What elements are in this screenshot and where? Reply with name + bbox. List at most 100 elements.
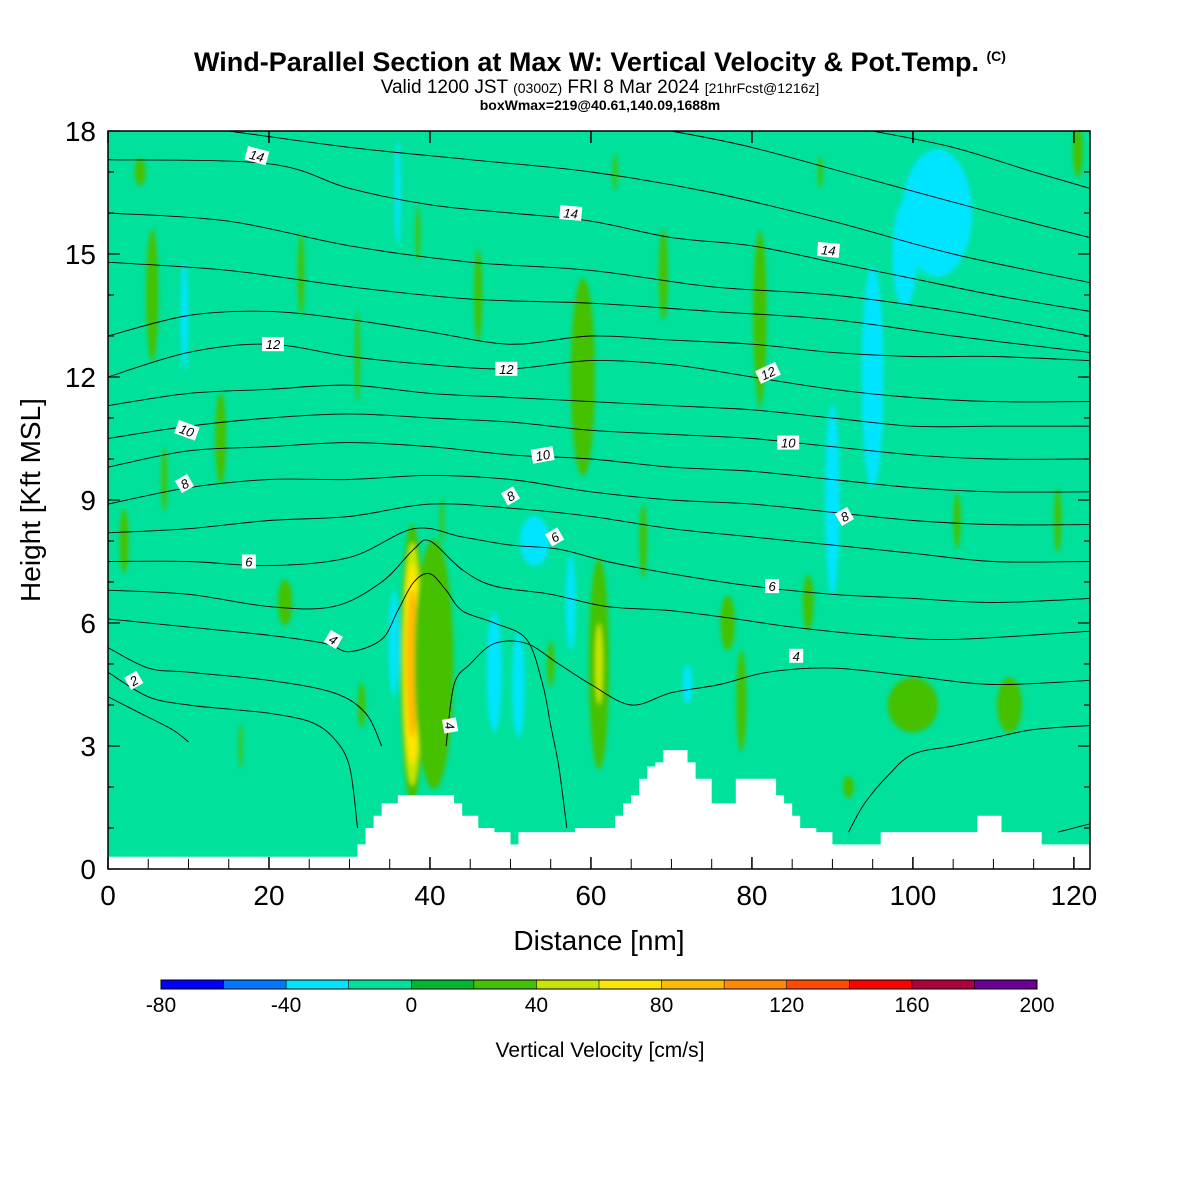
w-band <box>357 682 366 728</box>
colorbar-swatch <box>286 980 350 989</box>
contour-label: 10 <box>530 446 555 464</box>
w-feature <box>146 228 159 362</box>
w-band <box>146 228 159 362</box>
x-tick-label: 100 <box>890 880 937 911</box>
w-band <box>119 508 129 574</box>
w-band <box>161 447 168 512</box>
w-band <box>595 623 603 705</box>
contour-label-text: 6 <box>768 579 776 594</box>
theta-contour <box>108 442 1090 493</box>
w-feature <box>355 310 360 403</box>
theta-contour <box>108 647 383 747</box>
w-band <box>818 155 823 189</box>
w-band <box>297 233 305 316</box>
w-band <box>180 260 189 371</box>
contour-label-box <box>500 486 521 506</box>
w-band <box>887 677 939 733</box>
colorbar-swatch <box>786 980 850 989</box>
w-band <box>902 149 973 277</box>
w-feature <box>486 612 502 733</box>
contour-label: 8 <box>174 474 195 494</box>
contour-label-text: 6 <box>245 555 253 570</box>
contour-label-text: 14 <box>820 242 836 258</box>
contour-label-box <box>755 361 781 384</box>
contour-label-text: 10 <box>534 447 552 464</box>
contour-label-box <box>495 361 518 376</box>
colorbar-tick-label: -40 <box>271 994 301 1017</box>
x-axis: 0 20 40 60 80 100 120 <box>100 131 1097 911</box>
colorbar-tick-label: -80 <box>146 994 176 1017</box>
colorbar-tick-label: 200 <box>1019 994 1054 1017</box>
w-band <box>239 723 243 769</box>
colorbar-label: Vertical Velocity [cm/s] <box>496 1039 705 1062</box>
y-tick-label: 0 <box>80 854 96 885</box>
w-band <box>566 554 576 651</box>
theta-contour <box>108 413 1090 460</box>
terrain <box>108 750 1090 869</box>
theta-contour <box>108 159 1090 312</box>
w-feature <box>887 677 939 733</box>
contour-label-box <box>174 474 195 494</box>
contour-label-text: 4 <box>442 721 458 731</box>
w-feature <box>547 641 555 687</box>
contour-label-box <box>777 435 800 450</box>
colorbar-swatch <box>161 980 225 989</box>
w-feature <box>474 249 483 341</box>
contour-label-box <box>765 579 780 594</box>
y-tick-label: 3 <box>80 731 96 762</box>
theta-contour <box>445 640 1090 747</box>
colorbar-swatch <box>223 980 287 989</box>
theta-contour <box>848 725 1090 833</box>
w-feature <box>576 301 590 412</box>
w-band <box>720 595 735 651</box>
contour-label: 14 <box>559 205 583 222</box>
w-feature <box>277 579 293 626</box>
contour-label-box <box>441 717 459 734</box>
w-feature <box>892 201 918 307</box>
w-band <box>682 664 693 705</box>
copyright-mark: (C) <box>986 48 1006 64</box>
contour-label-box <box>816 241 840 258</box>
x-tick-label: 80 <box>736 880 767 911</box>
w-band <box>892 201 918 307</box>
contour-label-box <box>559 205 583 221</box>
w-band <box>736 650 747 752</box>
w-feature <box>825 404 840 596</box>
contour-label-text: 14 <box>248 147 266 165</box>
contour-label-box <box>530 446 555 464</box>
theta-contour <box>108 384 1090 428</box>
w-band <box>843 776 854 798</box>
w-feature <box>818 155 823 189</box>
theta-contour <box>108 310 1090 362</box>
w-feature <box>134 158 146 186</box>
w-feature <box>119 508 129 574</box>
w-band <box>825 404 840 596</box>
w-band <box>953 493 961 548</box>
x-axis-label: Distance [nm] <box>513 925 684 956</box>
w-feature <box>440 497 444 544</box>
theta-contour <box>671 131 1090 239</box>
x-tick-label: 40 <box>414 880 445 911</box>
contour-label-box <box>124 670 144 690</box>
contour-label-text: 10 <box>177 421 196 440</box>
theta-contour <box>108 474 1090 526</box>
colorbar-tick-label: 0 <box>405 994 417 1017</box>
theta-contour <box>872 131 1090 189</box>
w-band <box>547 641 555 687</box>
contour-label: 6 <box>241 554 256 570</box>
w-feature <box>861 266 884 488</box>
theta-contour <box>108 671 358 829</box>
w-feature <box>802 575 814 630</box>
w-band <box>215 392 227 485</box>
y-axis: 0 3 6 9 12 15 18 <box>65 116 1090 885</box>
x-tick-label: 120 <box>1051 880 1098 911</box>
w-feature <box>357 682 366 728</box>
contour-label-text: 4 <box>793 649 800 664</box>
contour-label: 12 <box>262 337 284 352</box>
colorbar-swatch <box>599 980 663 989</box>
w-feature <box>755 306 765 407</box>
w-band <box>519 516 550 566</box>
w-band <box>802 575 814 630</box>
contour-label-box <box>174 419 200 441</box>
